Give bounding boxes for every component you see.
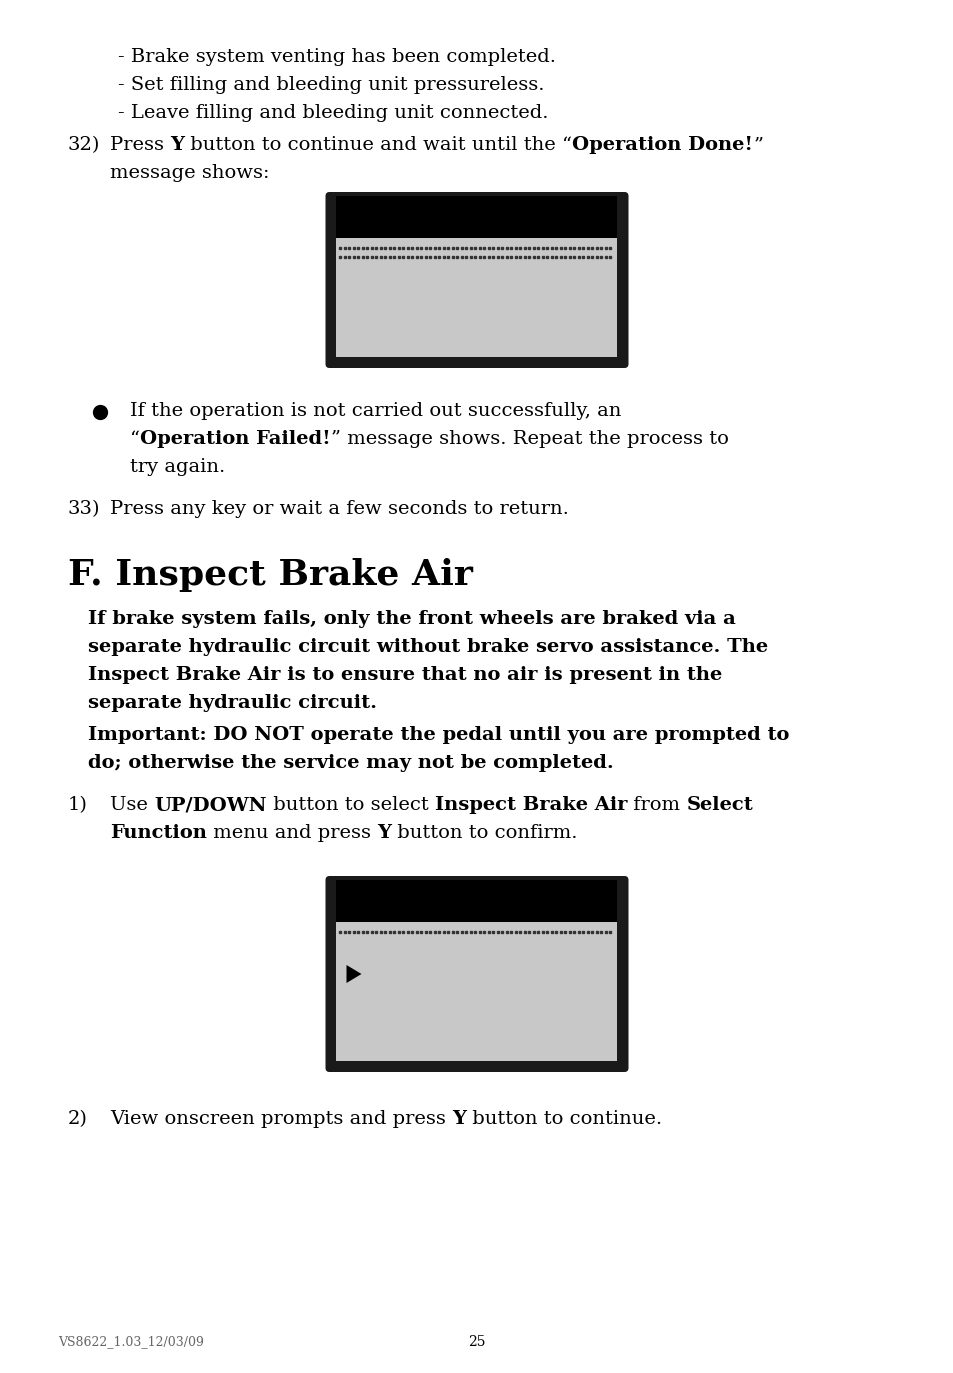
- Text: Use: Use: [110, 796, 154, 814]
- Text: message shows:: message shows:: [110, 163, 269, 183]
- Text: Inspect Brake Air is to ensure that no air is present in the: Inspect Brake Air is to ensure that no a…: [88, 666, 721, 684]
- Text: 33): 33): [68, 500, 100, 518]
- Bar: [336, 196, 617, 238]
- Text: Operation Failed!: Operation Failed!: [140, 430, 331, 448]
- Text: Press: Press: [110, 136, 170, 154]
- Text: menu and press: menu and press: [207, 824, 376, 842]
- Text: UP/DOWN: UP/DOWN: [154, 796, 266, 814]
- Text: - Brake system venting has been completed.: - Brake system venting has been complete…: [118, 48, 556, 66]
- Text: separate hydraulic circuit without brake servo assistance. The: separate hydraulic circuit without brake…: [88, 638, 767, 656]
- Text: “: “: [130, 430, 140, 448]
- Text: - Set filling and bleeding unit pressureless.: - Set filling and bleeding unit pressure…: [118, 76, 544, 93]
- Text: Press any key or wait a few seconds to return.: Press any key or wait a few seconds to r…: [110, 500, 568, 518]
- Text: VS8622_1.03_12/03/09: VS8622_1.03_12/03/09: [58, 1335, 204, 1348]
- Text: Y: Y: [376, 824, 391, 842]
- Text: Y: Y: [170, 136, 184, 154]
- Text: 2): 2): [68, 1109, 88, 1129]
- Bar: [336, 887, 617, 1061]
- Text: Operation Done!: Operation Done!: [572, 136, 753, 154]
- Text: F. Inspect Brake Air: F. Inspect Brake Air: [68, 557, 473, 592]
- Text: Y: Y: [452, 1109, 466, 1129]
- Text: 1): 1): [68, 796, 88, 814]
- Text: View onscreen prompts and press: View onscreen prompts and press: [110, 1109, 452, 1129]
- FancyBboxPatch shape: [325, 876, 628, 1072]
- Text: button to continue and wait until the “: button to continue and wait until the “: [184, 136, 572, 154]
- Text: button to confirm.: button to confirm.: [391, 824, 577, 842]
- Text: Function: Function: [110, 824, 207, 842]
- Text: If the operation is not carried out successfully, an: If the operation is not carried out succ…: [130, 402, 620, 420]
- Text: 32): 32): [68, 136, 100, 154]
- Text: button to continue.: button to continue.: [466, 1109, 661, 1129]
- Text: do; otherwise the service may not be completed.: do; otherwise the service may not be com…: [88, 754, 613, 772]
- Text: separate hydraulic circuit.: separate hydraulic circuit.: [88, 693, 376, 713]
- Text: ”: ”: [753, 136, 762, 154]
- Text: try again.: try again.: [130, 459, 225, 476]
- FancyBboxPatch shape: [325, 192, 628, 368]
- Bar: [336, 880, 617, 923]
- Text: 25: 25: [468, 1335, 485, 1350]
- Text: button to select: button to select: [266, 796, 435, 814]
- Text: Select: Select: [685, 796, 752, 814]
- Polygon shape: [346, 965, 361, 983]
- Text: - Leave filling and bleeding unit connected.: - Leave filling and bleeding unit connec…: [118, 104, 548, 122]
- Text: Inspect Brake Air: Inspect Brake Air: [435, 796, 626, 814]
- Text: Important: DO NOT operate the pedal until you are prompted to: Important: DO NOT operate the pedal unti…: [88, 726, 788, 744]
- Text: If brake system fails, only the front wheels are braked via a: If brake system fails, only the front wh…: [88, 610, 735, 627]
- Text: from: from: [626, 796, 685, 814]
- Bar: [336, 203, 617, 357]
- Text: ” message shows. Repeat the process to: ” message shows. Repeat the process to: [331, 430, 728, 448]
